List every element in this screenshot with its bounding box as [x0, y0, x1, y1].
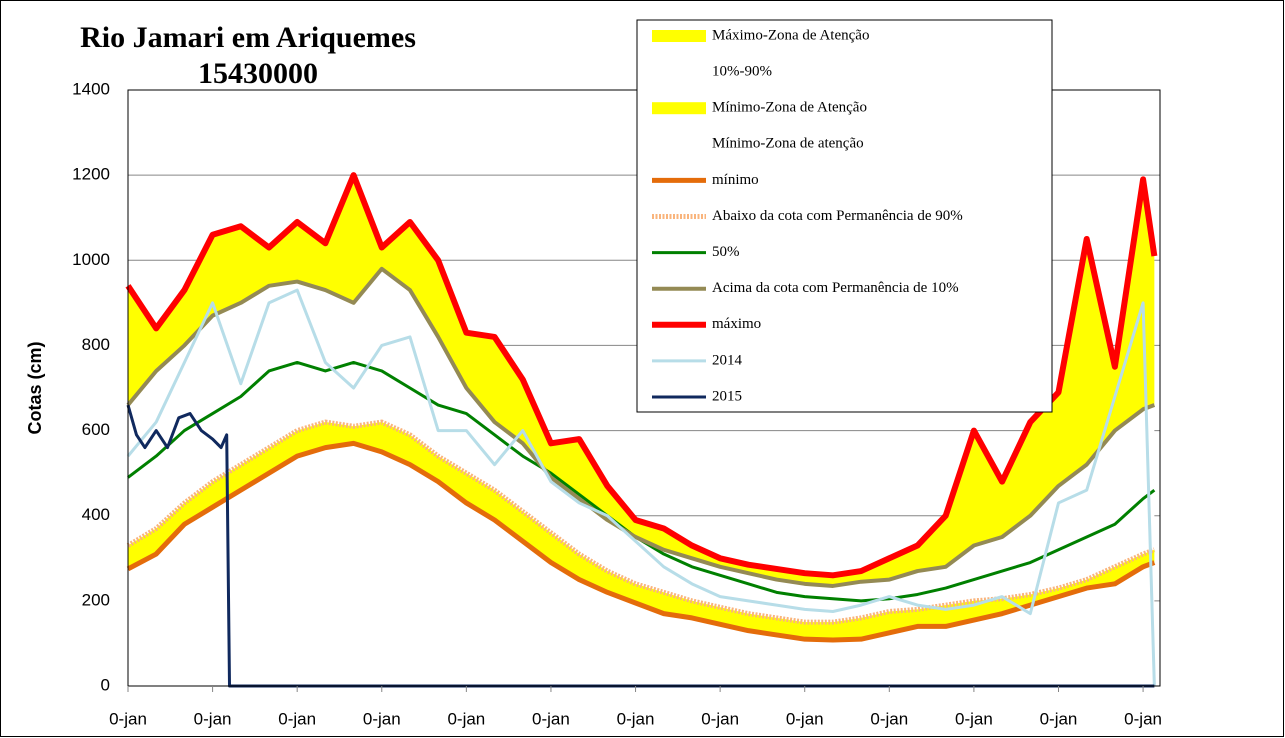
- series-line: [126, 288, 1156, 687]
- legend-label: Mínimo-Zona de Atenção: [712, 100, 867, 116]
- x-tick-label: 0-jan: [447, 709, 485, 728]
- x-tick-label: 0-jan: [617, 709, 655, 728]
- x-tick-label: 0-jan: [870, 709, 908, 728]
- x-tick-label: 0-jan: [194, 709, 232, 728]
- legend-label: Acima da cota com Permanência de 10%: [712, 280, 959, 296]
- y-tick-label: 200: [82, 590, 110, 609]
- legend-swatch: [652, 30, 706, 42]
- legend-label: Máximo-Zona de Atenção: [712, 27, 869, 43]
- legend-label: máximo: [712, 316, 761, 332]
- legend-label: 2014: [712, 352, 743, 368]
- legend-box: [636, 19, 1053, 413]
- legend: Máximo-Zona de Atenção 10%-90% Mínimo-Zona…: [636, 19, 1053, 413]
- legend-swatch: [652, 102, 706, 115]
- y-tick-label: 1000: [72, 250, 110, 269]
- legend-label: mínimo: [712, 172, 759, 188]
- x-tick-label: 0-jan: [701, 709, 739, 728]
- legend-label: 2015: [712, 388, 742, 404]
- x-tick-label: 0-jan: [786, 709, 824, 728]
- y-tick-label: 600: [82, 420, 110, 439]
- y-tick-label: 1200: [72, 165, 110, 184]
- y-tick-label: 800: [82, 335, 110, 354]
- chart-title: Rio Jamari em Ariquemes: [80, 21, 416, 54]
- legend-label: Abaixo da cota com Permanência de 90%: [712, 208, 963, 224]
- series-line: [126, 266, 1156, 588]
- legend-label: 50%: [712, 244, 740, 260]
- series-line: [126, 440, 1156, 643]
- x-tick-label: 0-jan: [109, 709, 147, 728]
- series-line: [126, 419, 1156, 625]
- x-tick-label: 0-jan: [1040, 709, 1078, 728]
- chart-subtitle: 15430000: [198, 57, 318, 90]
- x-tick-label: 0-jan: [955, 709, 993, 728]
- legend-label: 10%-90%: [712, 64, 772, 80]
- y-tick-label: 400: [82, 505, 110, 524]
- series-line: [125, 172, 1158, 579]
- x-tick-label: 0-jan: [278, 709, 316, 728]
- x-tick-label: 0-jan: [363, 709, 401, 728]
- x-tick-label: 0-jan: [532, 709, 570, 728]
- y-axis-label: Cotas (cm): [25, 341, 45, 434]
- legend-swatch: [652, 66, 706, 79]
- series-line: [126, 404, 1155, 688]
- legend-label: Mínimo-Zona de atenção: [712, 136, 864, 152]
- band-area: [128, 422, 1155, 641]
- legend-swatch: [652, 138, 706, 151]
- y-tick-label: 1400: [72, 79, 110, 98]
- band-area: [128, 443, 1155, 686]
- band-area: [128, 268, 1155, 623]
- y-tick-label: 0: [101, 675, 110, 694]
- x-tick-label: 0-jan: [1124, 709, 1162, 728]
